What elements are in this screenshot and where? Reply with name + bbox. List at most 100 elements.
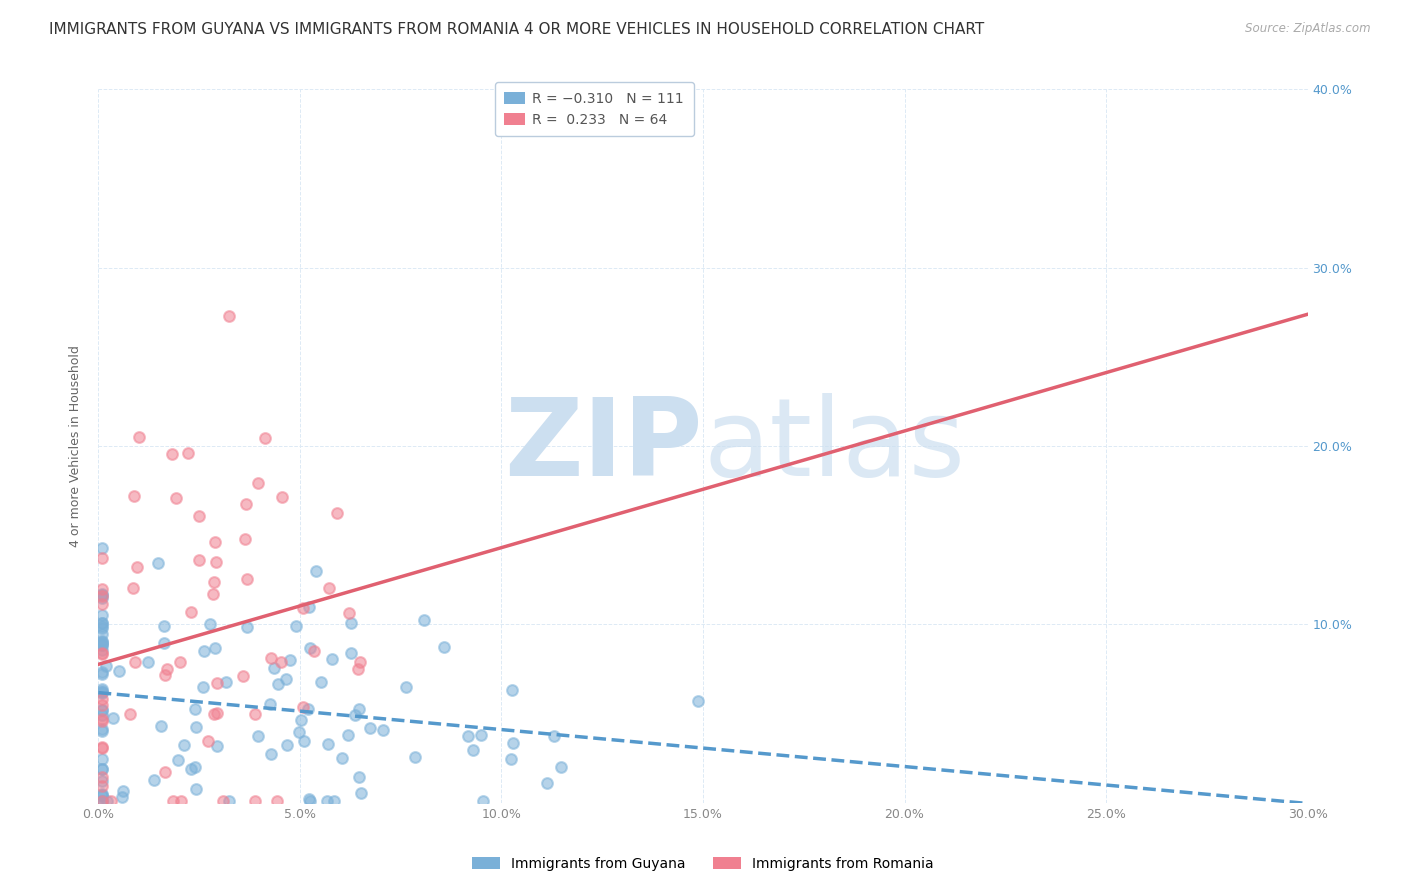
Point	[292, 600, 315, 615]
Point	[204, 535, 226, 549]
Point	[263, 661, 285, 675]
Point	[184, 702, 207, 716]
Point	[204, 641, 226, 656]
Point	[91, 635, 114, 649]
Point	[347, 771, 370, 785]
Point	[91, 787, 114, 801]
Point	[91, 638, 114, 652]
Point	[336, 728, 359, 742]
Point	[298, 792, 321, 806]
Point	[205, 676, 228, 690]
Point	[143, 772, 166, 787]
Point	[103, 711, 125, 725]
Point	[543, 730, 565, 744]
Point	[270, 655, 292, 669]
Point	[202, 574, 225, 589]
Point	[285, 618, 308, 632]
Point	[253, 432, 276, 446]
Point	[180, 605, 202, 619]
Point	[91, 741, 114, 756]
Point	[91, 774, 114, 789]
Point	[184, 760, 207, 774]
Point	[318, 581, 340, 595]
Point	[302, 644, 325, 658]
Point	[180, 762, 202, 776]
Point	[315, 794, 337, 808]
Point	[153, 619, 176, 633]
Point	[91, 587, 114, 601]
Point	[91, 739, 114, 754]
Point	[91, 621, 114, 635]
Text: atlas: atlas	[703, 393, 965, 499]
Point	[413, 613, 436, 627]
Point	[162, 794, 184, 808]
Point	[91, 550, 114, 565]
Point	[267, 677, 290, 691]
Point	[470, 728, 492, 742]
Point	[91, 643, 114, 657]
Point	[350, 786, 373, 800]
Point	[156, 662, 179, 676]
Point	[297, 702, 319, 716]
Point	[347, 702, 370, 716]
Point	[461, 743, 484, 757]
Point	[245, 706, 267, 721]
Point	[91, 597, 114, 611]
Point	[91, 647, 114, 661]
Point	[184, 720, 207, 734]
Point	[91, 724, 114, 739]
Point	[349, 655, 371, 669]
Text: ZIP: ZIP	[505, 393, 703, 499]
Point	[233, 532, 256, 546]
Text: IMMIGRANTS FROM GUYANA VS IMMIGRANTS FROM ROMANIA 4 OR MORE VEHICLES IN HOUSEHOL: IMMIGRANTS FROM GUYANA VS IMMIGRANTS FRO…	[49, 22, 984, 37]
Point	[177, 445, 200, 459]
Point	[201, 587, 224, 601]
Point	[246, 475, 269, 490]
Point	[94, 659, 117, 673]
Point	[215, 675, 238, 690]
Point	[91, 685, 114, 699]
Point	[457, 730, 479, 744]
Point	[91, 616, 114, 631]
Point	[536, 775, 558, 789]
Point	[91, 708, 114, 723]
Point	[91, 638, 114, 652]
Point	[404, 749, 426, 764]
Point	[100, 794, 122, 808]
Point	[91, 681, 114, 696]
Point	[122, 582, 145, 596]
Point	[204, 556, 226, 570]
Point	[246, 729, 269, 743]
Point	[688, 694, 710, 708]
Point	[150, 718, 173, 732]
Point	[91, 779, 114, 793]
Point	[373, 723, 395, 737]
Point	[276, 672, 298, 686]
Point	[271, 491, 294, 505]
Point	[91, 794, 114, 808]
Point	[502, 736, 524, 750]
Point	[118, 706, 141, 721]
Point	[188, 509, 211, 524]
Point	[169, 655, 191, 669]
Point	[343, 707, 366, 722]
Point	[91, 666, 114, 681]
Point	[321, 652, 343, 666]
Point	[260, 650, 283, 665]
Point	[165, 491, 187, 505]
Point	[91, 703, 114, 717]
Point	[471, 794, 494, 808]
Point	[91, 647, 114, 661]
Point	[232, 668, 254, 682]
Point	[309, 675, 332, 690]
Point	[359, 722, 381, 736]
Point	[499, 752, 522, 766]
Point	[155, 764, 177, 779]
Legend: R = −0.310   N = 111, R =  0.233   N = 64: R = −0.310 N = 111, R = 0.233 N = 64	[495, 82, 693, 136]
Point	[173, 738, 195, 752]
Point	[91, 788, 114, 802]
Point	[330, 751, 353, 765]
Point	[124, 655, 146, 669]
Point	[260, 747, 283, 761]
Point	[91, 607, 114, 622]
